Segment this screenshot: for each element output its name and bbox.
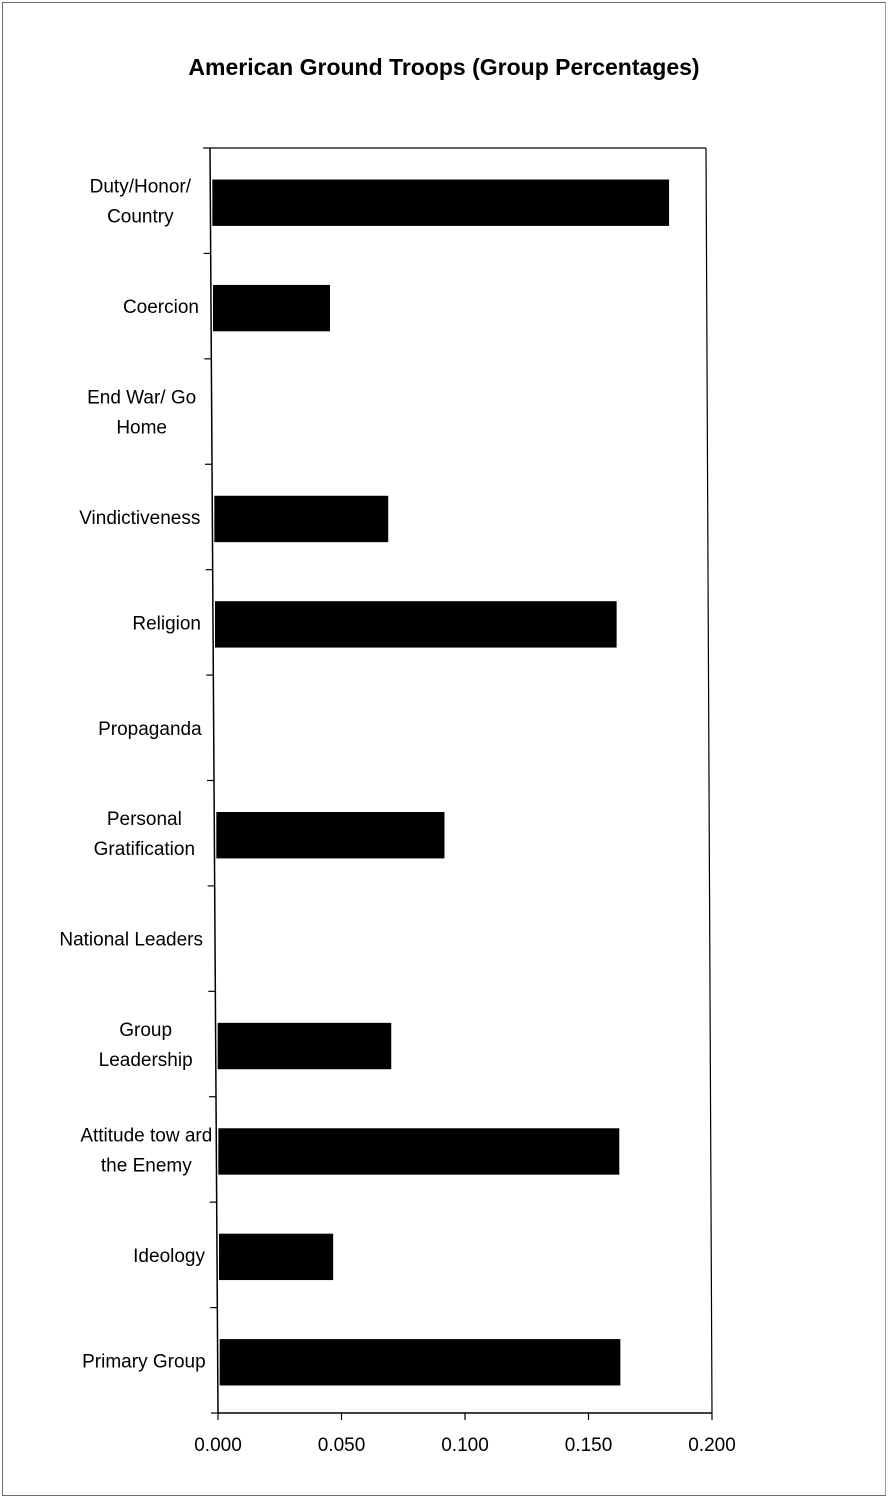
category-label: Ideology — [133, 1246, 205, 1267]
x-tick-label: 0.200 — [688, 1435, 736, 1456]
x-tick-label: 0.050 — [318, 1435, 366, 1456]
bar — [213, 284, 330, 332]
bar — [216, 812, 445, 859]
x-tick-label: 0.000 — [194, 1435, 242, 1456]
category-label: Primary Group — [82, 1351, 206, 1372]
x-tick-label: 0.100 — [441, 1435, 489, 1456]
category-label: Gratification — [94, 839, 195, 860]
category-label: Attitude tow ard — [80, 1125, 212, 1146]
category-label: Leadership — [99, 1050, 193, 1071]
category-label: Coercion — [123, 297, 199, 318]
category-label: the Enemy — [101, 1155, 192, 1176]
category-label: Personal — [107, 809, 182, 830]
category-label: Home — [116, 418, 167, 439]
bar — [214, 495, 389, 543]
category-label: Vindictiveness — [79, 508, 200, 529]
bar — [217, 1022, 392, 1070]
category-label: End War/ Go — [87, 388, 196, 409]
bar — [219, 1339, 621, 1386]
chart-title: American Ground Troops (Group Percentage… — [188, 54, 700, 80]
category-label: Duty/Honor/ — [90, 177, 192, 198]
bar — [215, 601, 617, 648]
category-label: Group — [119, 1020, 172, 1041]
category-label: National Leaders — [59, 930, 203, 951]
plot-border-right — [705, 147, 713, 1414]
bar — [219, 1233, 334, 1281]
category-label: Religion — [132, 613, 201, 634]
x-tick-label: 0.150 — [565, 1435, 613, 1456]
bar — [218, 1128, 620, 1175]
bar — [212, 179, 670, 226]
category-label: Country — [107, 207, 174, 228]
category-label: Propaganda — [98, 719, 202, 740]
